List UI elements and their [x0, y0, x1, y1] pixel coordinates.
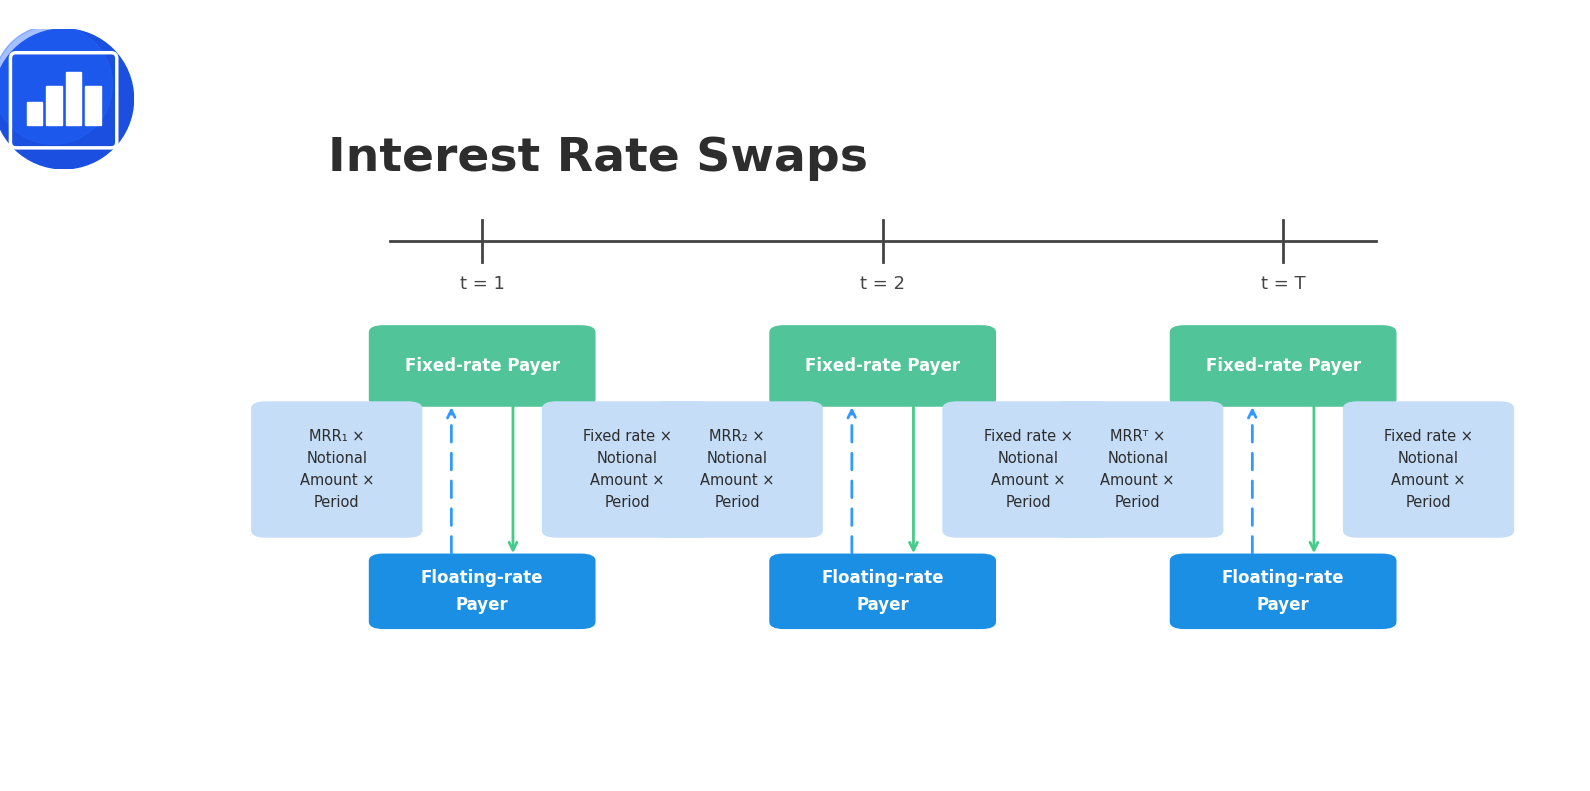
Text: t = 1: t = 1: [460, 274, 504, 293]
Text: Floating-rate
Payer: Floating-rate Payer: [822, 569, 944, 614]
Bar: [86, 86, 100, 126]
FancyBboxPatch shape: [943, 401, 1113, 538]
FancyBboxPatch shape: [1344, 401, 1514, 538]
Text: MRR₁ ×
Notional
Amount ×
Period: MRR₁ × Notional Amount × Period: [299, 429, 374, 510]
FancyBboxPatch shape: [1170, 554, 1396, 629]
Bar: [27, 101, 41, 126]
Text: Fixed rate ×
Notional
Amount ×
Period: Fixed rate × Notional Amount × Period: [984, 429, 1073, 510]
FancyBboxPatch shape: [770, 325, 995, 407]
Text: Fixed-rate Payer: Fixed-rate Payer: [1205, 357, 1361, 375]
Text: t = T: t = T: [1261, 274, 1305, 293]
FancyBboxPatch shape: [542, 401, 714, 538]
FancyBboxPatch shape: [369, 325, 596, 407]
FancyBboxPatch shape: [1170, 325, 1396, 407]
FancyBboxPatch shape: [652, 401, 824, 538]
Circle shape: [0, 25, 113, 144]
Text: Fixed rate ×
Notional
Amount ×
Period: Fixed rate × Notional Amount × Period: [584, 429, 673, 510]
FancyBboxPatch shape: [770, 554, 995, 629]
Text: Floating-rate
Payer: Floating-rate Payer: [1221, 569, 1345, 614]
Text: t = 2: t = 2: [860, 274, 905, 293]
Text: Fixed rate ×
Notional
Amount ×
Period: Fixed rate × Notional Amount × Period: [1383, 429, 1472, 510]
Bar: [46, 86, 62, 126]
FancyBboxPatch shape: [1053, 401, 1223, 538]
Text: MRR₂ ×
Notional
Amount ×
Period: MRR₂ × Notional Amount × Period: [700, 429, 774, 510]
Text: MRRᵀ ×
Notional
Amount ×
Period: MRRᵀ × Notional Amount × Period: [1100, 429, 1175, 510]
Text: Floating-rate
Payer: Floating-rate Payer: [421, 569, 544, 614]
Bar: [65, 72, 81, 126]
Text: Fixed-rate Payer: Fixed-rate Payer: [404, 357, 560, 375]
Circle shape: [0, 29, 134, 168]
FancyBboxPatch shape: [369, 554, 596, 629]
FancyBboxPatch shape: [251, 401, 423, 538]
Text: Fixed-rate Payer: Fixed-rate Payer: [805, 357, 960, 375]
Text: Interest Rate Swaps: Interest Rate Swaps: [328, 136, 868, 181]
